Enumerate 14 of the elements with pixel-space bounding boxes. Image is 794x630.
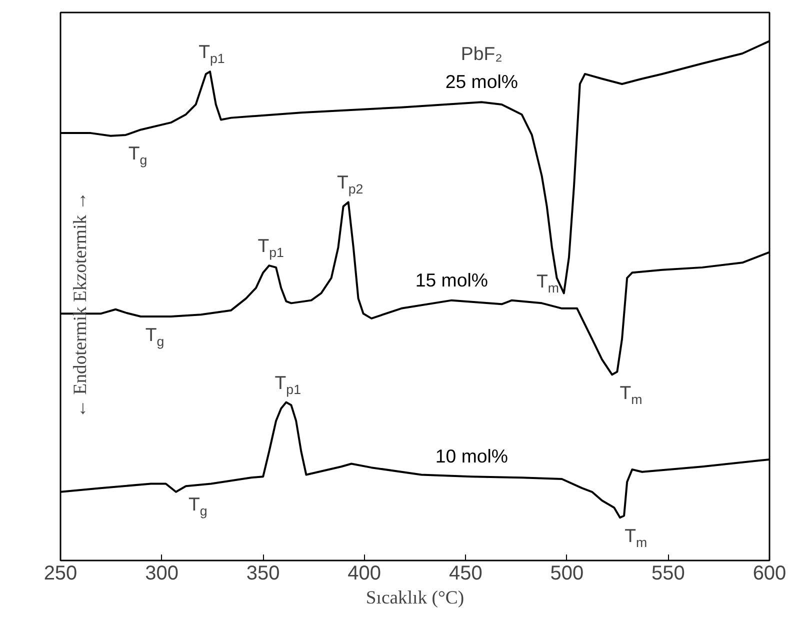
x-tick-label: 400 <box>348 562 382 584</box>
series-label: 15 mol% <box>415 269 488 290</box>
x-tick-label: 300 <box>145 562 178 584</box>
series-label: 10 mol% <box>435 446 508 467</box>
x-tick-label: 550 <box>652 562 685 584</box>
x-tick-label: 350 <box>246 562 280 584</box>
y-axis-title: ← Endotermik Ekzotermik → <box>70 192 91 418</box>
x-tick-label: 500 <box>550 562 584 584</box>
annotation: PbF₂ <box>460 43 502 64</box>
series-label: 25 mol% <box>445 71 518 92</box>
x-tick-label: 600 <box>752 562 786 584</box>
x-tick-label: 250 <box>44 562 78 584</box>
x-axis-title: Sıcaklık (°C) <box>366 588 464 608</box>
x-tick-label: 450 <box>448 562 482 584</box>
